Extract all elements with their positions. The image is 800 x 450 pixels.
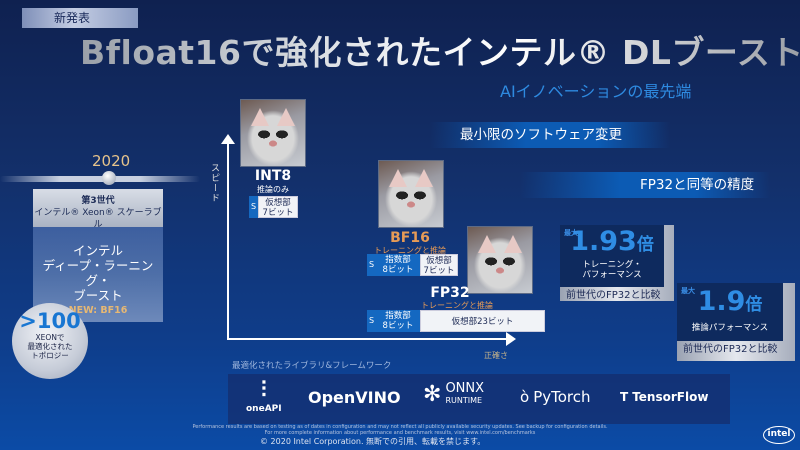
kitten-image-bf16 bbox=[378, 160, 444, 228]
onnx-icon: ✻ bbox=[423, 382, 442, 407]
new-bf16-label: NEW: BF16 bbox=[68, 305, 128, 316]
oneapi-logo: ⫶ oneAPI bbox=[246, 378, 282, 414]
topology-count: >100 bbox=[19, 309, 81, 333]
inference-perf-card: 最大 1.9倍 推論パフォーマンス 前世代のFP32と比較 bbox=[677, 283, 795, 361]
accuracy-axis bbox=[227, 338, 508, 340]
xeon-generation-box: 第3世代 インテル® Xeon® スケーラブル bbox=[33, 189, 163, 230]
topology-line-1: XEONで bbox=[35, 333, 65, 342]
pytorch-label: PyTorch bbox=[533, 388, 591, 406]
frameworks-label: 最適化されたライブラリ&フレームワーク bbox=[232, 361, 392, 371]
feature-fp32-accuracy: FP32と同等の精度 bbox=[520, 172, 770, 198]
tensorflow-label: TensorFlow bbox=[632, 390, 709, 404]
bf16-exponent: 指数部 8ビット bbox=[376, 254, 420, 276]
generation-label: 第3世代 bbox=[81, 196, 115, 206]
inference-desc: 推論パフォーマンス bbox=[691, 323, 769, 333]
training-speedup-unit: 倍 bbox=[636, 235, 654, 255]
training-speedup: 1.93倍 bbox=[560, 227, 664, 260]
year-label: 2020 bbox=[92, 152, 131, 170]
slide-subtitle: AIイノベーションの最先端 bbox=[500, 82, 692, 101]
int8-bit-layout: S 仮想部 7ビット bbox=[249, 196, 298, 218]
fp32-exponent: 指数部 8ビット bbox=[376, 310, 420, 332]
accuracy-axis-label: 正確さ bbox=[484, 351, 508, 360]
inference-speedup-unit: 倍 bbox=[745, 295, 763, 315]
topology-line-2: 最適化された bbox=[27, 342, 73, 351]
bf16-mantissa: 仮想部 7ビット bbox=[420, 254, 458, 276]
inference-comparison: 前世代のFP32と比較 bbox=[683, 344, 778, 355]
bf16-sign-bit: S bbox=[367, 254, 376, 276]
oneapi-icon: ⫶ bbox=[261, 378, 267, 403]
fp32-mantissa: 仮想部23ビット bbox=[420, 310, 545, 332]
tensorflow-logo: T TensorFlow bbox=[620, 390, 708, 404]
int8-use: 推論のみ bbox=[257, 185, 289, 194]
fp32-label: FP32 bbox=[430, 285, 470, 301]
fp32-use: トレーニングと推論 bbox=[421, 301, 493, 310]
dlboost-line-1: インテル bbox=[72, 243, 123, 258]
openvino-label: OpenVINO bbox=[308, 388, 401, 407]
training-desc-2: パフォーマンス bbox=[582, 270, 642, 280]
training-desc-1: トレーニング・ bbox=[582, 260, 642, 270]
bf16-use: トレーニングと推論 bbox=[374, 246, 446, 255]
runtime-label: RUNTIME bbox=[445, 395, 483, 405]
pytorch-icon: ò bbox=[520, 388, 530, 406]
inference-max-label: 最大 bbox=[681, 287, 695, 295]
inference-perf-inner: 最大 1.9倍 推論パフォーマンス bbox=[677, 283, 783, 341]
intel-logo: intel bbox=[763, 426, 795, 444]
topology-count-badge: >100 XEONで 最適化された トポロジー bbox=[12, 303, 88, 379]
timeline-bar bbox=[0, 176, 200, 182]
inference-speedup-value: 1.9 bbox=[697, 286, 746, 317]
inference-speedup: 1.9倍 bbox=[677, 287, 783, 320]
fp32-bit-layout: S 指数部 8ビット 仮想部23ビット bbox=[367, 310, 545, 332]
onnx-runtime-logo: ✻ ONNX RUNTIME bbox=[423, 380, 485, 408]
kitten-image-int8 bbox=[240, 99, 306, 167]
pytorch-logo: ò PyTorch bbox=[520, 388, 591, 406]
speed-axis bbox=[227, 137, 229, 340]
tensorflow-icon: T bbox=[620, 390, 629, 404]
timeline-marker bbox=[102, 171, 116, 185]
int8-label: INT8 bbox=[254, 168, 292, 184]
oneapi-label: oneAPI bbox=[246, 404, 282, 414]
speed-axis-arrow-icon bbox=[221, 134, 235, 144]
int8-mantissa: 仮想部 7ビット bbox=[258, 196, 298, 218]
training-comparison: 前世代のFP32と比較 bbox=[566, 290, 661, 301]
fp32-sign-bit: S bbox=[367, 310, 376, 332]
openvino-logo: OpenVINO bbox=[308, 388, 401, 407]
bf16-label: BF16 bbox=[390, 230, 430, 246]
dlboost-line-3: ブースト bbox=[73, 288, 123, 303]
new-announcement-badge: 新発表 bbox=[22, 8, 138, 28]
speed-axis-label: スピード bbox=[209, 163, 219, 203]
training-perf-card: 最大 1.93倍 トレーニング・ パフォーマンス 前世代のFP32と比較 bbox=[560, 225, 674, 301]
feature-min-software-change: 最小限のソフトウェア変更 bbox=[430, 122, 670, 148]
training-perf-inner: 最大 1.93倍 トレーニング・ パフォーマンス bbox=[560, 225, 664, 287]
topology-line-3: トポロジー bbox=[31, 351, 69, 360]
disclaimer-line-1: Performance results are based on testing… bbox=[192, 424, 608, 430]
xeon-scalable-label: インテル® Xeon® スケーラブル bbox=[34, 208, 162, 230]
training-max-label: 最大 bbox=[564, 229, 578, 237]
accuracy-axis-arrow-icon bbox=[506, 332, 516, 346]
dl-boost-box: インテル ディープ・ラーニング・ ブースト NEW: BF16 bbox=[33, 227, 163, 322]
slide-title: Bfloat16で強化されたインテル® DLブースト bbox=[80, 26, 800, 74]
frameworks-bar: ⫶ oneAPI OpenVINO ✻ ONNX RUNTIME ò PyTor… bbox=[228, 374, 730, 424]
copyright: © 2020 Intel Corporation. 無断での引用、転載を禁じます… bbox=[260, 437, 486, 446]
training-speedup-value: 1.93 bbox=[570, 226, 637, 257]
disclaimer-line-2: For more complete information about perf… bbox=[264, 430, 536, 436]
onnx-label: ONNX bbox=[445, 380, 485, 396]
int8-sign-bit: S bbox=[249, 196, 258, 218]
dlboost-line-2: ディープ・ラーニング・ bbox=[42, 258, 154, 288]
kitten-image-fp32 bbox=[467, 226, 533, 294]
bf16-bit-layout: S 指数部 8ビット 仮想部 7ビット bbox=[367, 254, 458, 276]
